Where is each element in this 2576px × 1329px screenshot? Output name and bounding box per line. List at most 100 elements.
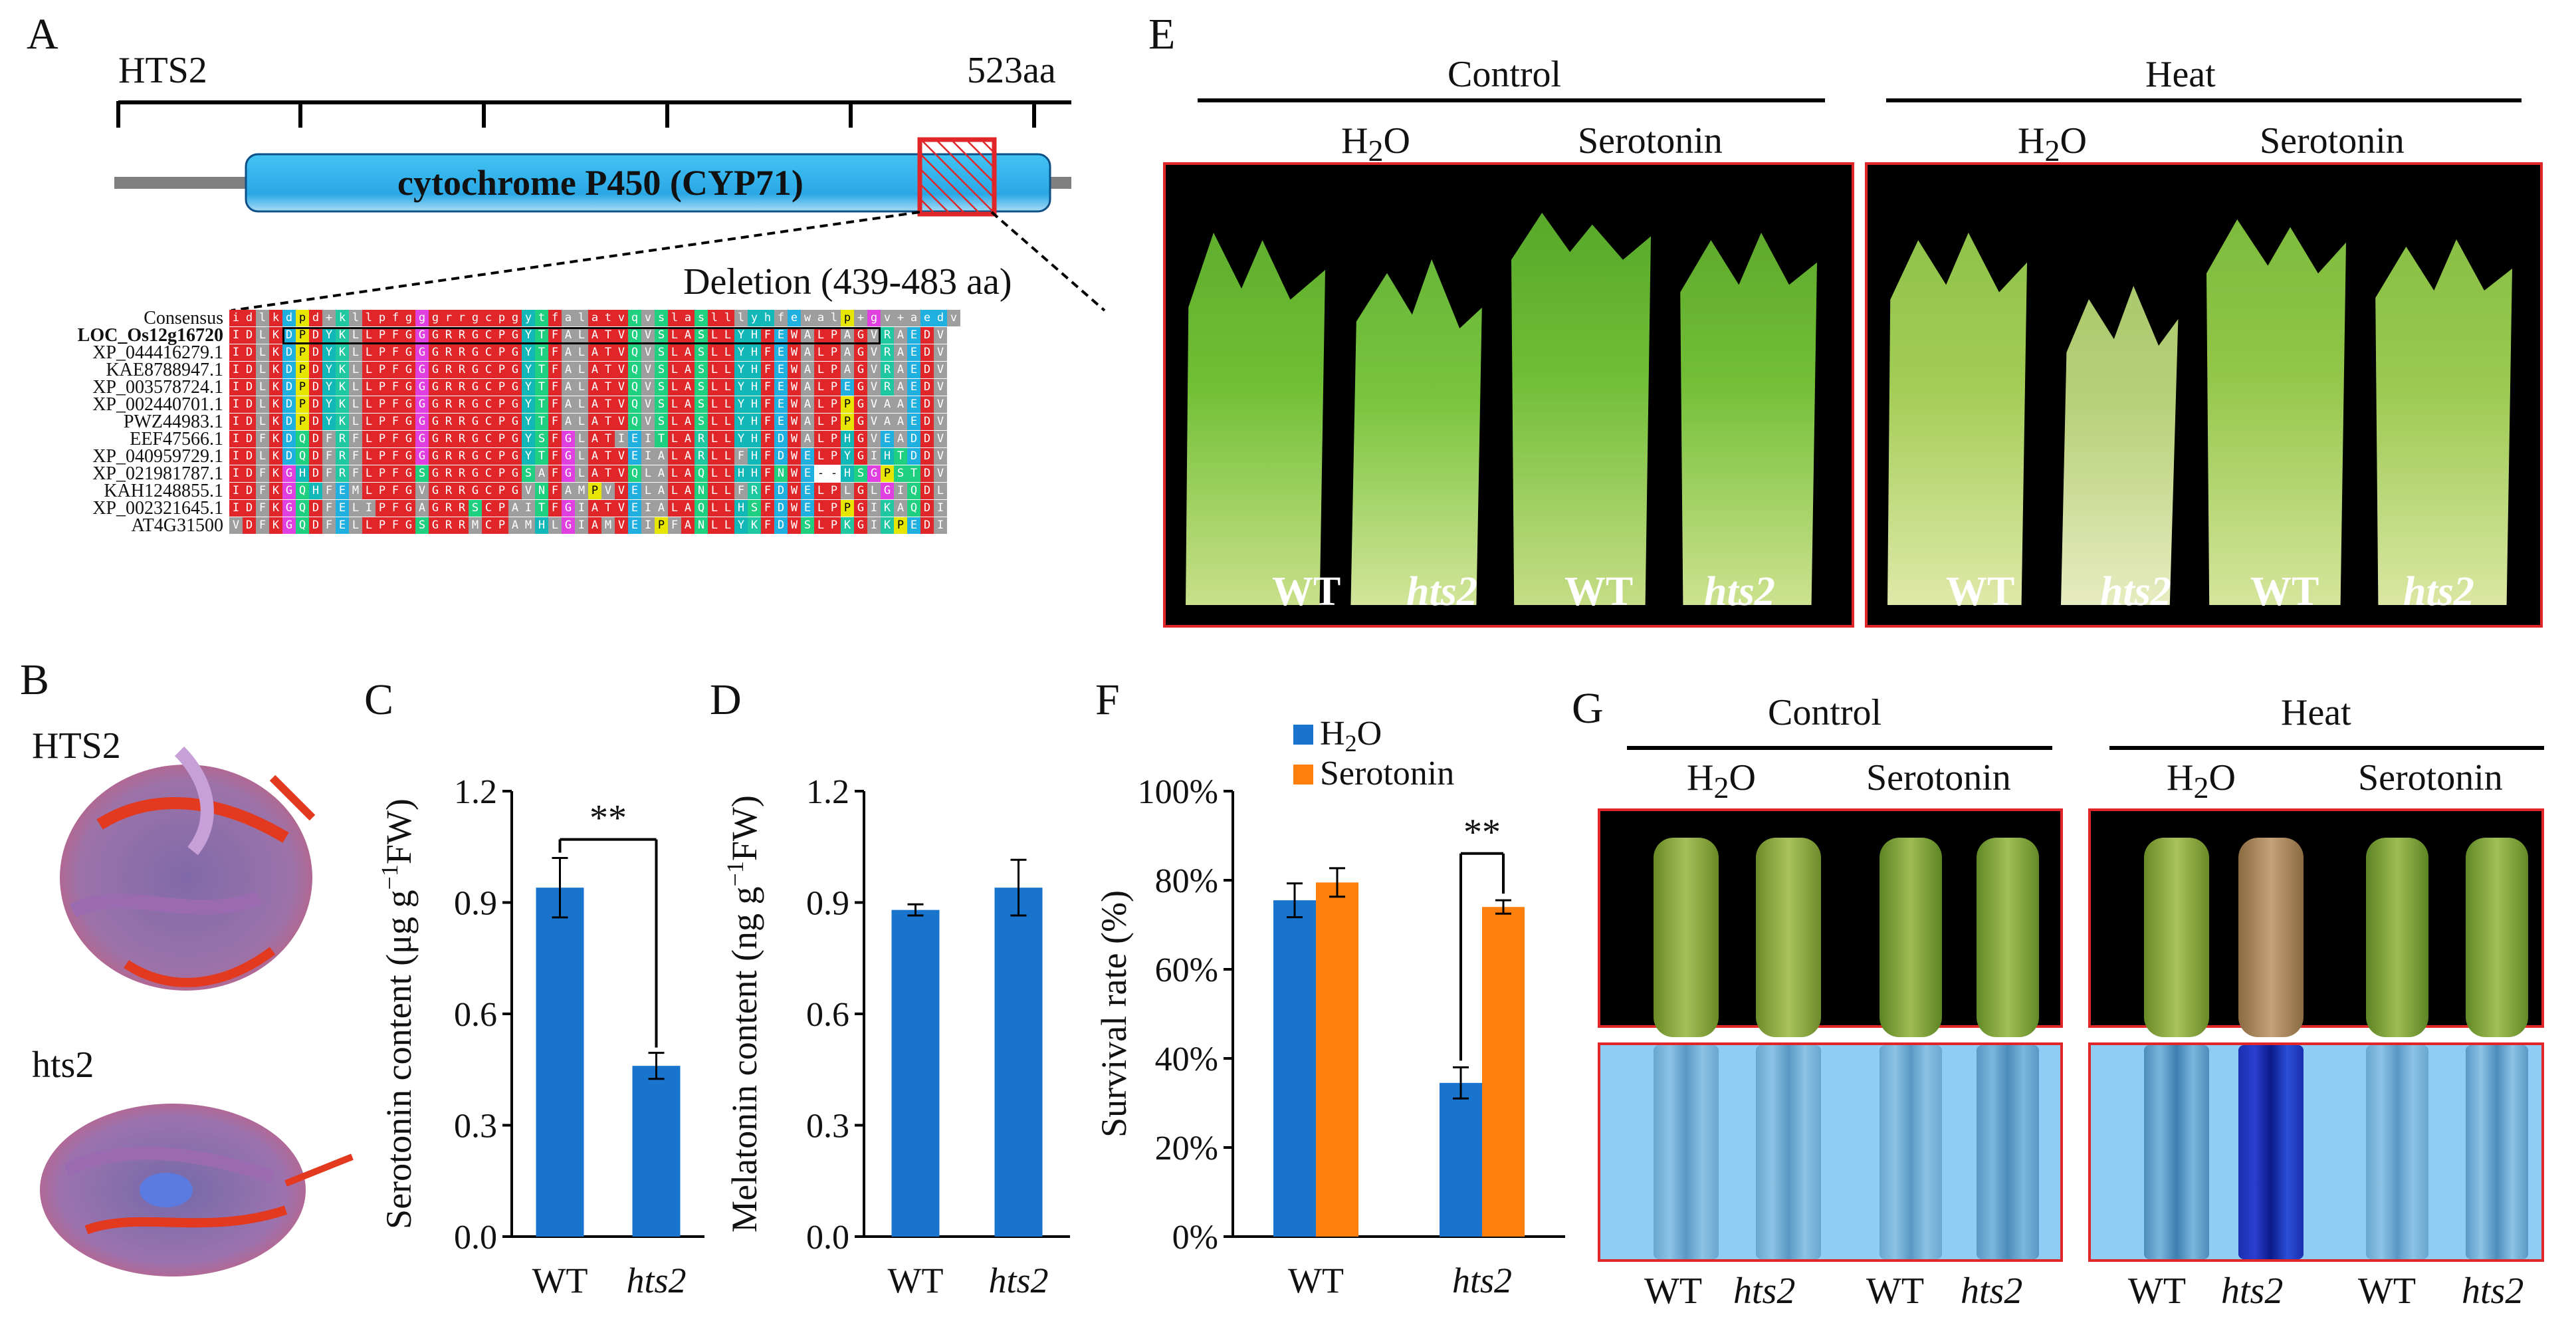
alignment-cell: A [588,517,601,534]
alignment-cell: G [469,448,482,465]
alignment-cell: D [920,500,934,517]
alignment-cell: D [309,500,322,517]
alignment-cell: y [522,310,535,326]
alignment-cell: F [548,396,562,413]
alignment-cell: I [934,500,947,517]
alignment-cell: P [376,465,389,482]
alignment-cell: I [229,431,243,447]
alignment-cell: R [442,396,455,413]
alignment-cell: D [920,517,934,534]
alignment-cell: A [508,517,522,534]
alignment-cell: I [362,500,376,517]
alignment-cell: R [455,344,469,361]
alignment-cell: F [322,465,336,482]
alignment-cell: G [508,379,522,396]
alignment-cell: V [934,431,947,447]
alignment-cell: P [827,431,841,447]
alignment-cell: Y [734,344,748,361]
panel-label-b: B [20,656,50,704]
alignment-cell: R [695,448,708,465]
alignment-cell: V [615,414,628,430]
e-control-h2o: H2O [1341,120,1410,168]
alignment-cell: a [588,310,601,326]
alignment-cell: R [442,465,455,482]
alignment-cell: Y [322,327,336,344]
alignment-cell: W [788,362,801,378]
alignment-cell: G [429,500,442,517]
g-leaf-wt [1654,838,1719,1037]
alignment-cell: A [841,362,854,378]
alignment-cell: M [575,483,588,499]
alignment-cell: I [615,431,628,447]
x-tick-label: WT [1288,1261,1344,1300]
structure-label-hts2: HTS2 [32,725,121,767]
alignment-cell: L [362,431,376,447]
alignment-cell: A [655,500,668,517]
alignment-cell: K [269,362,282,378]
alignment-cell: L [349,344,362,361]
alignment-cell: R [442,483,455,499]
alignment-cell: F [761,327,774,344]
alignment-cell: S [415,517,429,534]
alignment-cell: D [243,344,256,361]
g-stain-wt [1654,1045,1719,1259]
y-tick-label: 1.2 [454,773,497,811]
alignment-cell: F [761,500,774,517]
alignment-cell: Y [734,379,748,396]
alignment-name: XP_003578724.1 [92,377,223,398]
alignment-cell: F [389,517,402,534]
alignment-name: AT4G31500 [131,515,223,536]
y-tick-label: 0.9 [806,885,849,923]
alignment-cell: L [362,344,376,361]
y-tick-label: 0% [1172,1219,1218,1257]
alignment-cell: K [269,448,282,465]
y-tick-label: 0.9 [454,885,497,923]
alignment-cell: G [402,414,415,430]
alignment-cell: T [601,500,615,517]
g-stain-wt-serotonin [1879,1045,1942,1259]
alignment-cell: A [588,500,601,517]
alignment-cell: L [575,362,588,378]
alignment-cell: V [615,396,628,413]
alignment-cell: R [442,431,455,447]
alignment-cell: A [562,483,575,499]
alignment-cell: E [628,500,641,517]
y-tick-label: 1.2 [806,773,849,811]
alignment-cell: F [734,483,748,499]
alignment-cell: L [668,396,681,413]
alignment-cell: V [615,327,628,344]
alignment-cell: v [615,310,628,326]
alignment-cell: G [402,465,415,482]
alignment-cell: G [854,517,867,534]
alignment-cell: D [243,379,256,396]
alignment-cell: S [655,362,668,378]
alignment-name: XP_002321645.1 [92,498,223,519]
alignment-cell: A [681,431,695,447]
alignment-cell: Y [734,431,748,447]
alignment-cell: T [535,344,548,361]
alignment-cell: + [894,310,907,326]
alignment-cell: D [309,448,322,465]
alignment-cell: Q [628,379,641,396]
alignment-cell: V [615,517,628,534]
alignment-cell: E [336,517,349,534]
e-heat-line [1886,98,2522,102]
alignment-cell: L [256,448,269,465]
alignment-cell: E [774,362,788,378]
alignment-cell: h [761,310,774,326]
legend-label: Serotonin [1320,755,1454,792]
alignment-cell: T [535,414,548,430]
alignment-cell: D [907,448,920,465]
alignment-cell: D [243,414,256,430]
alignment-cell: D [309,431,322,447]
alignment-cell: G [854,448,867,465]
alignment-cell: l [721,310,734,326]
alignment-cell: D [920,465,934,482]
alignment-cell: t [601,310,615,326]
alignment-cell: E [628,431,641,447]
alignment-cell: E [907,414,920,430]
alignment-cell: G [469,431,482,447]
alignment-cell: A [681,414,695,430]
